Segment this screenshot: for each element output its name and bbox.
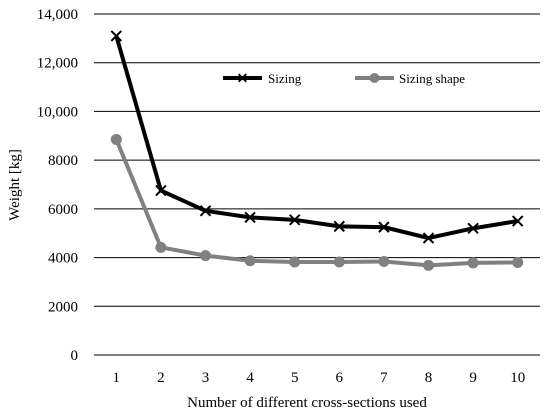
x-axis-title: Number of different cross-sections used	[187, 395, 427, 411]
gridlines	[94, 13, 540, 307]
data-point	[244, 211, 256, 224]
x-tick-label: 8	[425, 370, 433, 386]
data-point	[378, 221, 390, 233]
data-point	[423, 259, 434, 271]
data-point	[155, 184, 167, 197]
x-tick-label: 7	[380, 370, 388, 386]
data-point	[288, 214, 301, 226]
y-tick-label: 12,000	[37, 56, 78, 72]
series-line-sizing-shape	[114, 138, 518, 268]
data-point	[110, 30, 123, 42]
legend-marker-sizing: ✕	[237, 72, 249, 87]
x-tick-label: 5	[291, 370, 299, 386]
data-point	[467, 257, 479, 269]
x-tick-label: 4	[246, 370, 254, 386]
x-tick-label: 6	[336, 370, 344, 386]
data-point	[110, 133, 122, 145]
data-point	[333, 256, 345, 268]
data-point	[512, 256, 524, 268]
data-point	[155, 241, 167, 253]
legend-label-sizing-shape: Sizing shape	[399, 71, 465, 86]
data-point	[333, 220, 346, 233]
x-tick-labels: 1 2 3 4 5 6 7 8 9 10	[113, 370, 526, 386]
y-axis: 0 2000 4000 6000 8000 10,000 12,000 14,000	[37, 7, 78, 364]
series-lines	[110, 30, 524, 271]
legend: ✕ Sizing Sizing shape	[223, 71, 465, 87]
y-tick-label: 4000	[48, 251, 78, 267]
y-tick-label: 0	[71, 348, 79, 364]
data-point	[467, 222, 479, 235]
data-point	[422, 232, 435, 244]
y-tick-label: 2000	[48, 299, 78, 315]
data-point	[244, 255, 256, 267]
x-tick-label: 9	[469, 370, 477, 386]
data-point	[378, 255, 390, 267]
x-tick-label: 1	[113, 370, 121, 386]
legend-label-sizing: Sizing	[268, 71, 302, 86]
data-point	[511, 215, 524, 227]
legend-marker-sizing-shape	[369, 73, 380, 83]
y-tick-label: 6000	[48, 202, 78, 218]
x-tick-label: 3	[202, 370, 210, 386]
data-point	[200, 250, 211, 262]
x-tick-label: 2	[157, 370, 165, 386]
y-axis-title: Weight [kg]	[7, 149, 23, 221]
y-tick-label: 10,000	[37, 104, 78, 120]
series-line-sizing	[114, 35, 519, 241]
data-point	[289, 256, 301, 268]
data-point	[199, 205, 212, 217]
y-tick-label: 14,000	[37, 7, 78, 23]
y-tick-label: 8000	[48, 153, 78, 169]
x-tick-label: 10	[510, 370, 525, 386]
